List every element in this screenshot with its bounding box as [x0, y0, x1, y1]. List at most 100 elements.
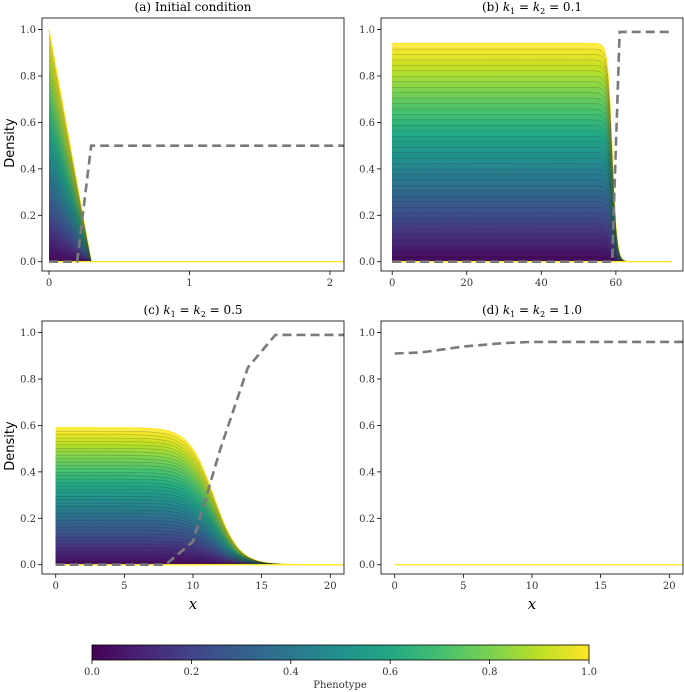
plot-area-a: 0.0 0.2 0.4 0.6 0.8 1.0 0 1 2: [20, 25, 344, 289]
xtick-label: 2: [327, 278, 333, 289]
xtick-label: 20: [460, 278, 473, 289]
density-curve: [48, 145, 92, 262]
density-curve: [48, 186, 92, 262]
density-curve: [48, 58, 92, 262]
panel-d: (d) k1 = k2 = 1.0 x 0.0 0.2 0.4 0.6 0.8 1.0 0 5…: [359, 303, 684, 613]
panel-a-ylabel: Density: [3, 118, 18, 168]
ytick-label: 0.6: [359, 421, 375, 432]
density-curve: [48, 93, 92, 262]
ytick-label: 0.8: [359, 72, 375, 83]
ytick-label: 0.4: [20, 467, 36, 478]
panel-c-xlabel: x: [189, 595, 198, 613]
density-curve: [48, 87, 92, 262]
density-curve: [48, 191, 92, 262]
ytick-label: 0.0: [359, 257, 375, 268]
panel-a-title: (a) Initial condition: [135, 0, 252, 14]
density-curve: [48, 29, 92, 262]
density-curve: [48, 35, 92, 262]
density-curve: [48, 128, 92, 262]
ytick-label: 1.0: [359, 25, 375, 36]
density-curve: [48, 249, 92, 262]
colorbar-tick-label: 0.2: [183, 667, 199, 678]
xtick-label: 1: [186, 278, 192, 289]
xtick-label: 40: [535, 278, 548, 289]
density-fill: [392, 256, 672, 262]
density-curve: [48, 197, 92, 262]
panel-c-frame: [41, 320, 345, 575]
panel-d-frame: [380, 320, 684, 575]
colorbar-gradient: [91, 644, 590, 661]
xtick-label: 0: [53, 581, 59, 592]
ytick-label: 0.4: [20, 164, 36, 175]
panel-c: (c) k1 = k2 = 0.5 Density x 0.0 0.2 0.4 0.6…: [3, 303, 345, 613]
dashed-series-line: [394, 340, 683, 355]
panel-b-frame: [380, 17, 684, 272]
colorbar-label: Phenotype: [313, 680, 367, 691]
ytick-label: 1.0: [359, 328, 375, 339]
density-curve: [48, 46, 92, 262]
xtick-label: 5: [121, 581, 127, 592]
panel-c-title: (c) k1 = k2 = 0.5: [143, 303, 242, 319]
ytick-label: 0.2: [20, 514, 36, 525]
panel-a: (a) Initial condition Density 0.0 0.2 0.4 0…: [3, 0, 345, 289]
ytick-label: 0.0: [359, 560, 375, 571]
ytick-label: 0.0: [20, 560, 36, 571]
ytick-label: 0.4: [359, 467, 375, 478]
density-curve: [392, 42, 672, 263]
density-curve: [48, 99, 92, 262]
xtick-label: 15: [594, 581, 607, 592]
ytick-label: 0.8: [20, 375, 36, 386]
density-curve: [48, 116, 92, 262]
xtick-label: 0: [46, 278, 52, 289]
density-curve: [48, 81, 92, 262]
colorbar-tick-label: 0.4: [283, 667, 299, 678]
density-curve: [48, 133, 92, 262]
ytick-label: 0.2: [20, 211, 36, 222]
ytick-label: 0.8: [20, 72, 36, 83]
panel-b: (b) k1 = k2 = 0.1 0.0 0.2 0.4 0.6 0.8 1.0 0 20 4…: [359, 0, 684, 289]
density-curve: [48, 203, 92, 262]
density-curve: [48, 168, 92, 262]
dashed-series-line: [55, 333, 344, 567]
xtick-label: 15: [255, 581, 268, 592]
density-curve: [48, 139, 92, 262]
density-curve: [48, 110, 92, 262]
density-curve: [48, 70, 92, 262]
ytick-label: 0.4: [359, 164, 375, 175]
xtick-label: 20: [663, 581, 676, 592]
density-curve: [48, 157, 92, 262]
panel-d-xlabel: x: [528, 595, 537, 613]
density-curve: [48, 75, 92, 262]
density-fill: [49, 255, 92, 262]
colorbar-tick-label: 1.0: [581, 667, 597, 678]
density-curve: [48, 174, 92, 262]
density-curve: [48, 255, 92, 262]
ytick-label: 0.8: [359, 375, 375, 386]
dashed-series-line: [49, 144, 344, 264]
xtick-label: 0: [392, 581, 398, 592]
density-curve: [48, 232, 92, 262]
xtick-label: 0: [389, 278, 395, 289]
colorbar-tick-label: 0.8: [482, 667, 498, 678]
ytick-label: 0.0: [20, 257, 36, 268]
density-curve: [48, 220, 92, 262]
density-curve: [48, 162, 92, 262]
panel-a-frame: [41, 17, 345, 272]
xtick-label: 10: [187, 581, 200, 592]
colorbar: 0.0 0.2 0.4 0.6 0.8 1.0 Phenotype: [84, 644, 597, 691]
xtick-label: 60: [610, 278, 623, 289]
density-curve: [48, 122, 92, 262]
density-curve: [48, 209, 92, 262]
plot-area-b: 0.0 0.2 0.4 0.6 0.8 1.0 0 20 40 60: [359, 25, 672, 289]
ytick-label: 0.6: [20, 118, 36, 129]
density-curve: [48, 41, 92, 262]
colorbar-tick-label: 0.0: [84, 667, 100, 678]
colorbar-tick-label: 0.6: [382, 667, 398, 678]
ytick-label: 0.6: [359, 118, 375, 129]
density-curve: [48, 180, 92, 262]
density-curve: [48, 64, 92, 262]
ytick-label: 1.0: [20, 328, 36, 339]
xtick-label: 10: [526, 581, 539, 592]
ytick-label: 0.2: [359, 211, 375, 222]
